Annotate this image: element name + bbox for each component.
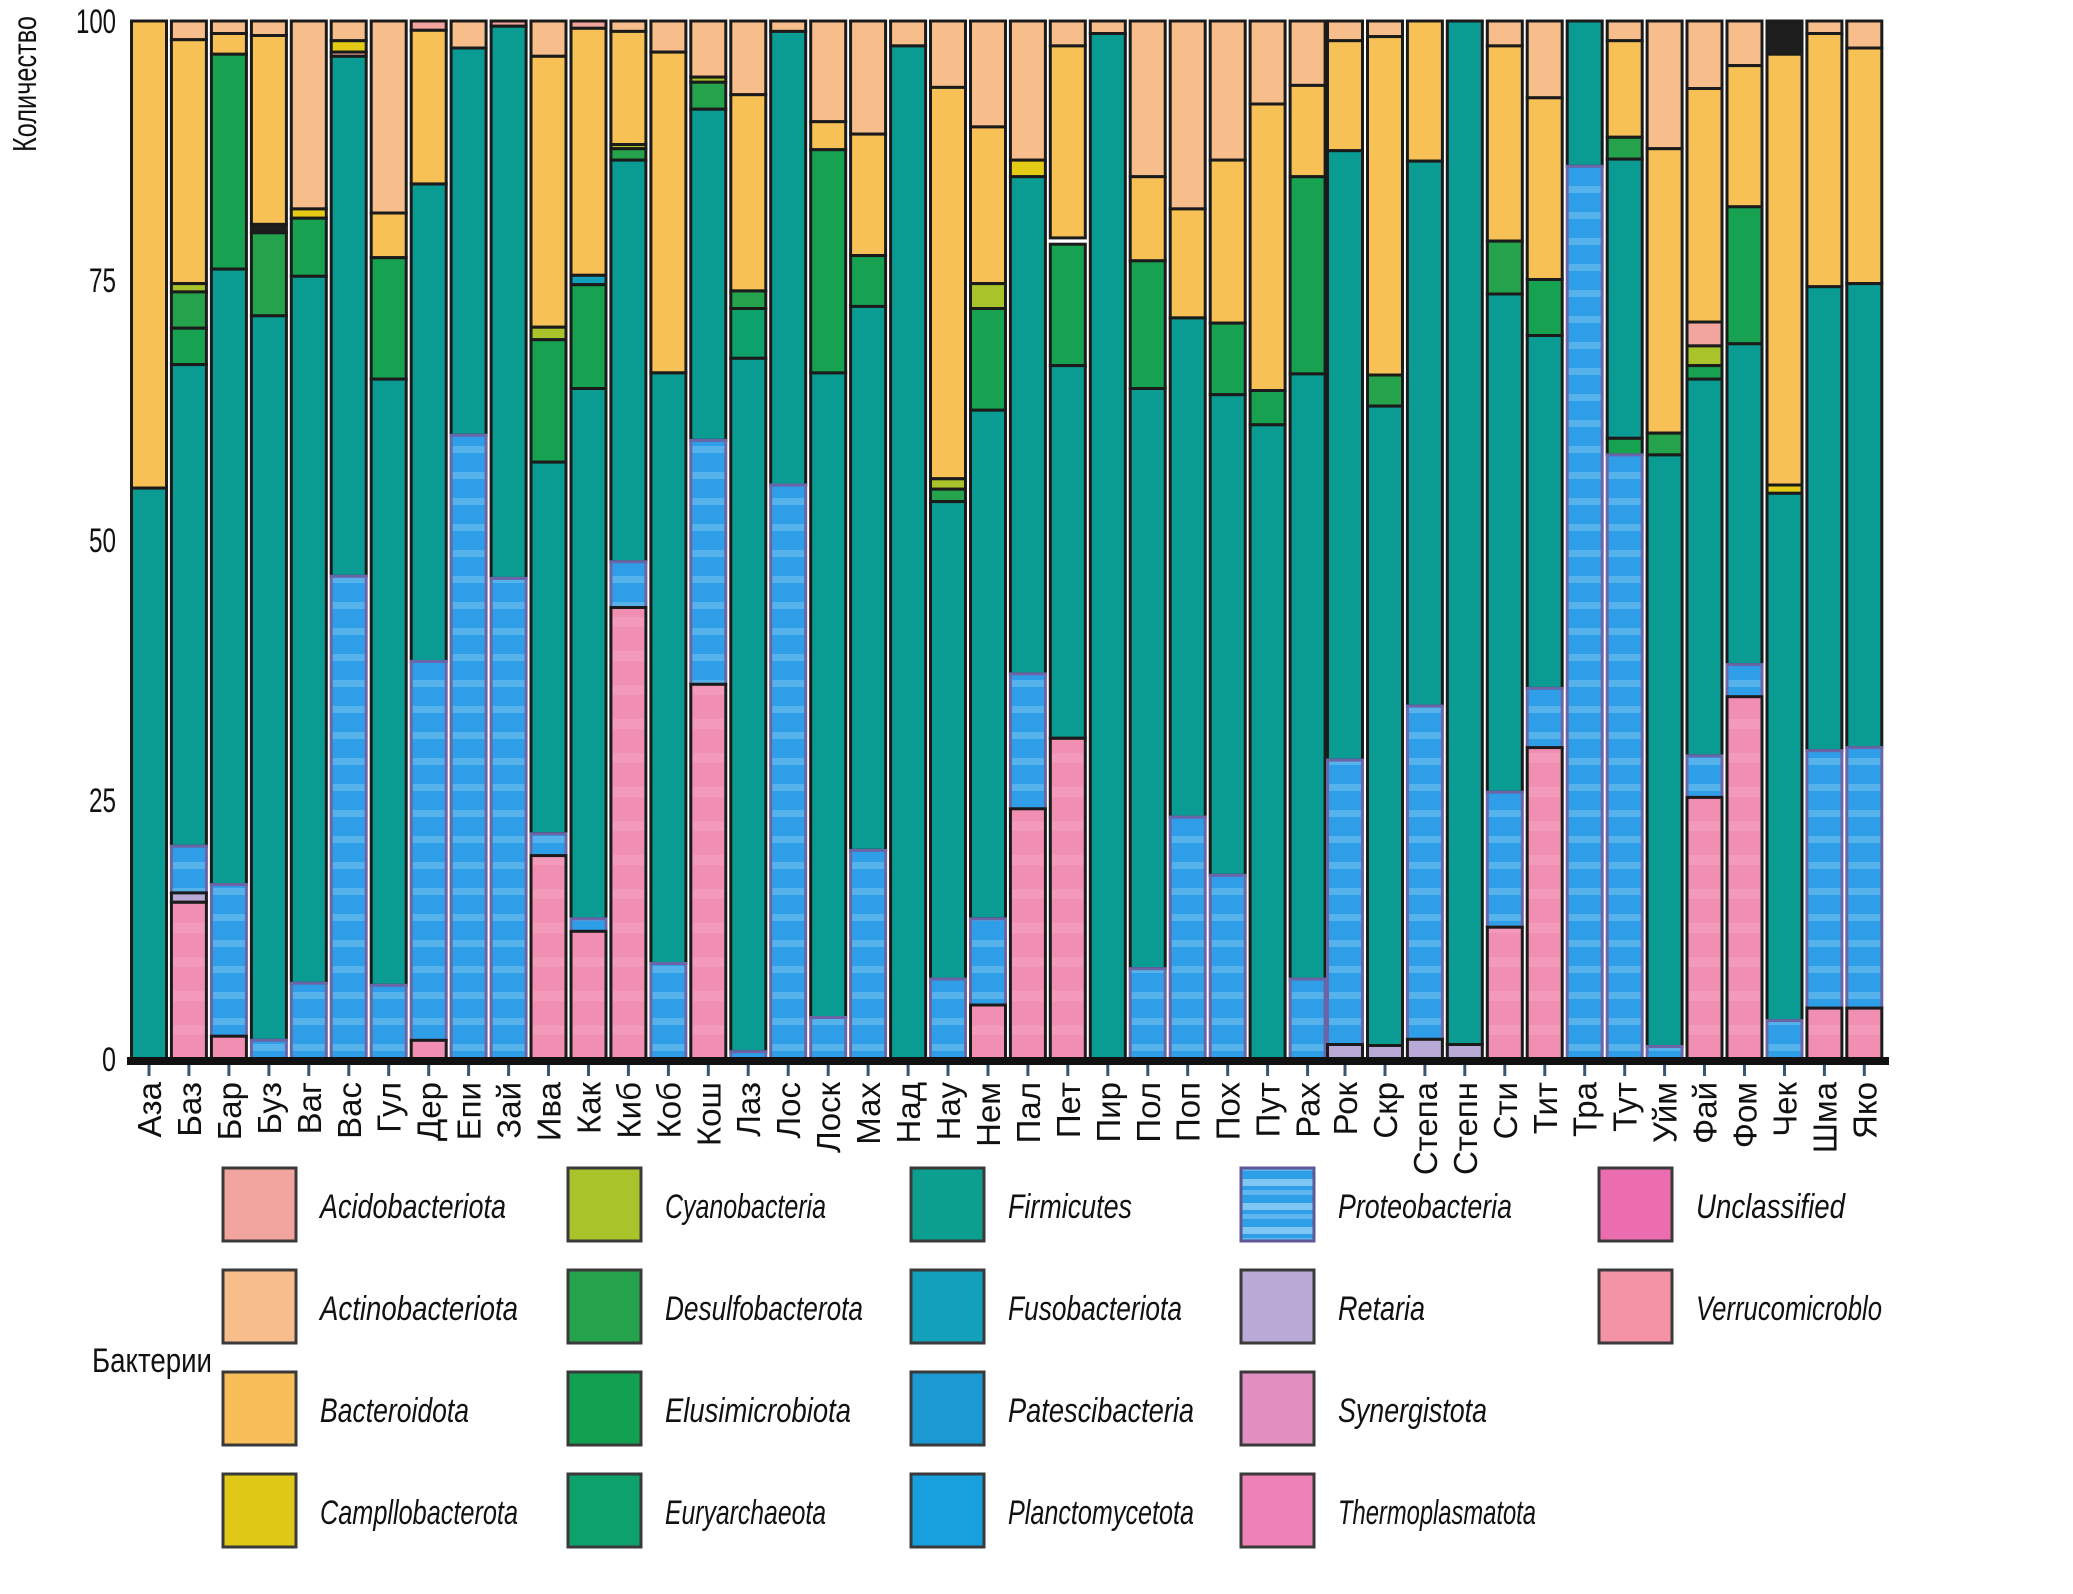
- svg-text:Уйм: Уйм: [1647, 1082, 1684, 1143]
- svg-text:Patescibacteria: Patescibacteria: [1008, 1392, 1194, 1430]
- svg-text:Elusimicrobiota: Elusimicrobiota: [665, 1392, 851, 1430]
- svg-text:Епи: Епи: [451, 1082, 488, 1140]
- svg-text:Retaria: Retaria: [1338, 1290, 1425, 1328]
- svg-text:Planctomycetota: Planctomycetota: [1008, 1494, 1194, 1532]
- svg-text:Ваг: Ваг: [291, 1082, 328, 1134]
- svg-text:Зай: Зай: [491, 1082, 528, 1139]
- svg-text:Пут: Пут: [1250, 1082, 1287, 1137]
- svg-text:Acidobacteriota: Acidobacteriota: [318, 1188, 506, 1226]
- svg-text:Proteobacteria: Proteobacteria: [1338, 1188, 1512, 1226]
- svg-text:Ива: Ива: [531, 1081, 568, 1141]
- svg-text:Скр: Скр: [1367, 1082, 1404, 1139]
- svg-text:Яко: Яко: [1846, 1082, 1883, 1139]
- svg-text:100: 100: [76, 3, 116, 41]
- svg-text:Campllobacterota: Campllobacterota: [320, 1494, 518, 1532]
- svg-text:Рах: Рах: [1290, 1082, 1327, 1138]
- svg-text:Гул: Гул: [371, 1082, 408, 1133]
- svg-text:Шма: Шма: [1806, 1081, 1843, 1153]
- svg-text:Как: Как: [571, 1081, 608, 1134]
- svg-text:Буз: Буз: [251, 1082, 288, 1135]
- svg-text:Пол: Пол: [1130, 1082, 1167, 1143]
- svg-text:Лаз: Лаз: [730, 1082, 767, 1137]
- svg-text:Мах: Мах: [850, 1082, 887, 1145]
- svg-text:25: 25: [89, 782, 116, 820]
- svg-text:Бар: Бар: [211, 1082, 248, 1140]
- svg-text:Тра: Тра: [1567, 1081, 1604, 1137]
- svg-text:Cyanobacteria: Cyanobacteria: [665, 1188, 826, 1226]
- svg-text:Нау: Нау: [930, 1082, 967, 1141]
- svg-text:Пох: Пох: [1210, 1082, 1247, 1141]
- svg-text:Fusobacteriota: Fusobacteriota: [1008, 1290, 1182, 1328]
- svg-text:Thermoplasmatota: Thermoplasmatota: [1338, 1494, 1536, 1532]
- svg-text:Firmicutes: Firmicutes: [1008, 1188, 1132, 1226]
- svg-text:Киб: Киб: [610, 1082, 647, 1139]
- svg-text:Бактерии: Бактерии: [92, 1342, 212, 1380]
- svg-text:Чек: Чек: [1767, 1081, 1804, 1136]
- svg-text:0: 0: [102, 1041, 116, 1079]
- svg-text:Пет: Пет: [1050, 1082, 1087, 1138]
- svg-text:Степн: Степн: [1447, 1082, 1484, 1175]
- svg-text:Verrucomicroblo: Verrucomicroblo: [1696, 1290, 1882, 1328]
- svg-text:Лос: Лос: [770, 1082, 807, 1139]
- svg-text:75: 75: [89, 262, 116, 300]
- svg-text:Степа: Степа: [1407, 1081, 1444, 1175]
- svg-text:Коб: Коб: [650, 1082, 687, 1138]
- svg-text:Тит: Тит: [1527, 1082, 1564, 1134]
- svg-text:Desulfobacterota: Desulfobacterota: [665, 1290, 863, 1328]
- svg-text:Фай: Фай: [1687, 1082, 1724, 1144]
- svg-text:Unclassified: Unclassified: [1696, 1188, 1846, 1226]
- svg-text:Кош: Кош: [690, 1082, 727, 1146]
- svg-text:Баз: Баз: [171, 1082, 208, 1137]
- svg-text:Рок: Рок: [1327, 1081, 1364, 1135]
- svg-text:Пир: Пир: [1090, 1082, 1127, 1143]
- svg-text:Фом: Фом: [1727, 1082, 1764, 1148]
- svg-text:Вас: Вас: [331, 1082, 368, 1139]
- svg-text:Actinobacteriota: Actinobacteriota: [318, 1290, 518, 1328]
- svg-text:Нем: Нем: [970, 1082, 1007, 1147]
- svg-text:Сти: Сти: [1487, 1082, 1524, 1139]
- svg-text:Euryarchaeota: Euryarchaeota: [665, 1494, 826, 1532]
- svg-text:Лоск: Лоск: [810, 1081, 847, 1153]
- svg-text:Количество: Количество: [6, 16, 43, 152]
- svg-text:Аза: Аза: [131, 1081, 168, 1137]
- svg-text:Пал: Пал: [1010, 1082, 1047, 1143]
- svg-text:Дер: Дер: [411, 1082, 448, 1141]
- svg-text:Bacteroidota: Bacteroidota: [320, 1392, 469, 1430]
- svg-text:Synergistota: Synergistota: [1338, 1392, 1487, 1430]
- svg-text:Поп: Поп: [1170, 1082, 1207, 1142]
- svg-text:50: 50: [89, 522, 116, 560]
- svg-text:Над: Над: [890, 1082, 927, 1143]
- svg-text:Тут: Тут: [1607, 1082, 1644, 1132]
